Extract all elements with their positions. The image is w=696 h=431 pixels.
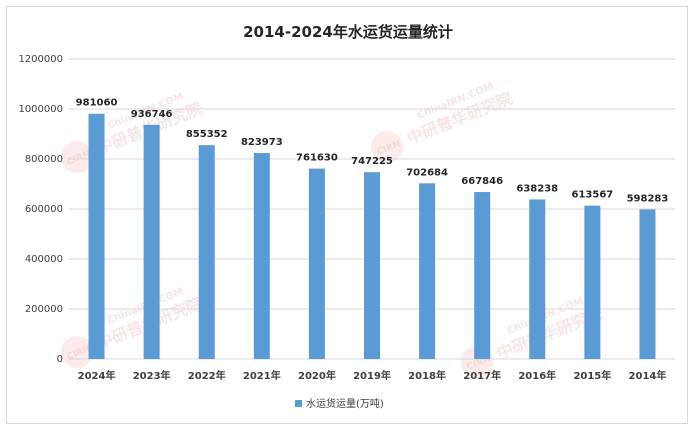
data-label: 613567 <box>571 190 613 201</box>
legend-label: 水运货运量(万吨) <box>306 397 384 410</box>
bar-chart: 中研普华研究院ChinaIRN.COMCIRN中研普华研究院ChinaIRN.C… <box>18 23 675 410</box>
y-tick-label: 600000 <box>25 204 63 215</box>
legend: 水运货运量(万吨) <box>295 397 384 410</box>
bar <box>88 113 105 359</box>
chart-frame: 中研普华研究院ChinaIRN.COMCIRN中研普华研究院ChinaIRN.C… <box>6 6 688 424</box>
data-label: 702684 <box>406 167 448 178</box>
bar <box>419 183 436 359</box>
bar <box>639 209 656 359</box>
x-tick-label: 2016年 <box>518 369 556 382</box>
bar <box>253 153 270 359</box>
x-tick-label: 2019年 <box>353 369 391 382</box>
bar <box>198 145 215 359</box>
bar <box>308 168 325 359</box>
x-tick-label: 2018年 <box>408 369 446 382</box>
bar <box>529 199 546 359</box>
watermark-logo <box>61 336 93 368</box>
y-tick-label: 200000 <box>25 304 63 315</box>
y-tick-label: 1000000 <box>18 104 63 115</box>
watermark-logo <box>371 131 403 163</box>
bar <box>364 172 380 359</box>
bars: 981060 936746 855352 823973 761630 747225 7026… <box>76 98 669 359</box>
x-tick-label: 2024年 <box>78 369 116 382</box>
bar <box>474 192 491 359</box>
legend-swatch <box>295 400 302 407</box>
data-label: 598283 <box>627 193 669 204</box>
y-tick-label: 1200000 <box>18 54 63 65</box>
data-label: 761630 <box>296 153 338 164</box>
x-tick-label: 2017年 <box>463 369 501 382</box>
data-label: 855352 <box>186 129 228 140</box>
y-axis: 0 200000 400000 600000 800000 1000000 1200000 <box>18 54 63 365</box>
x-tick-label: 2021年 <box>243 369 281 382</box>
y-tick-label: 800000 <box>25 154 63 165</box>
y-tick-label: 400000 <box>25 254 63 265</box>
chart-title: 2014-2024年水运货运量统计 <box>243 23 453 41</box>
watermark: 中研普华研究院ChinaIRN.COMCIRN中研普华研究院ChinaIRN.C… <box>61 81 605 378</box>
data-label: 936746 <box>131 109 173 120</box>
bar <box>143 124 160 359</box>
data-label: 747225 <box>351 156 393 167</box>
x-tick-label: 2020年 <box>298 369 336 382</box>
x-tick-label: 2015年 <box>573 369 611 382</box>
x-tick-label: 2023年 <box>133 369 171 382</box>
x-tick-label: 2022年 <box>188 369 226 382</box>
x-tick-label: 2014年 <box>629 369 667 382</box>
data-label: 823973 <box>241 137 283 148</box>
x-axis: 2024年 2023年 2022年 2021年 2020年 2019年 2018年 2017年… <box>78 369 667 382</box>
watermark-logo <box>61 141 93 173</box>
data-label: 667846 <box>461 176 503 187</box>
data-label: 638238 <box>516 183 558 194</box>
bar <box>584 205 601 359</box>
y-tick-label: 0 <box>57 354 63 365</box>
data-label: 981060 <box>76 98 118 109</box>
